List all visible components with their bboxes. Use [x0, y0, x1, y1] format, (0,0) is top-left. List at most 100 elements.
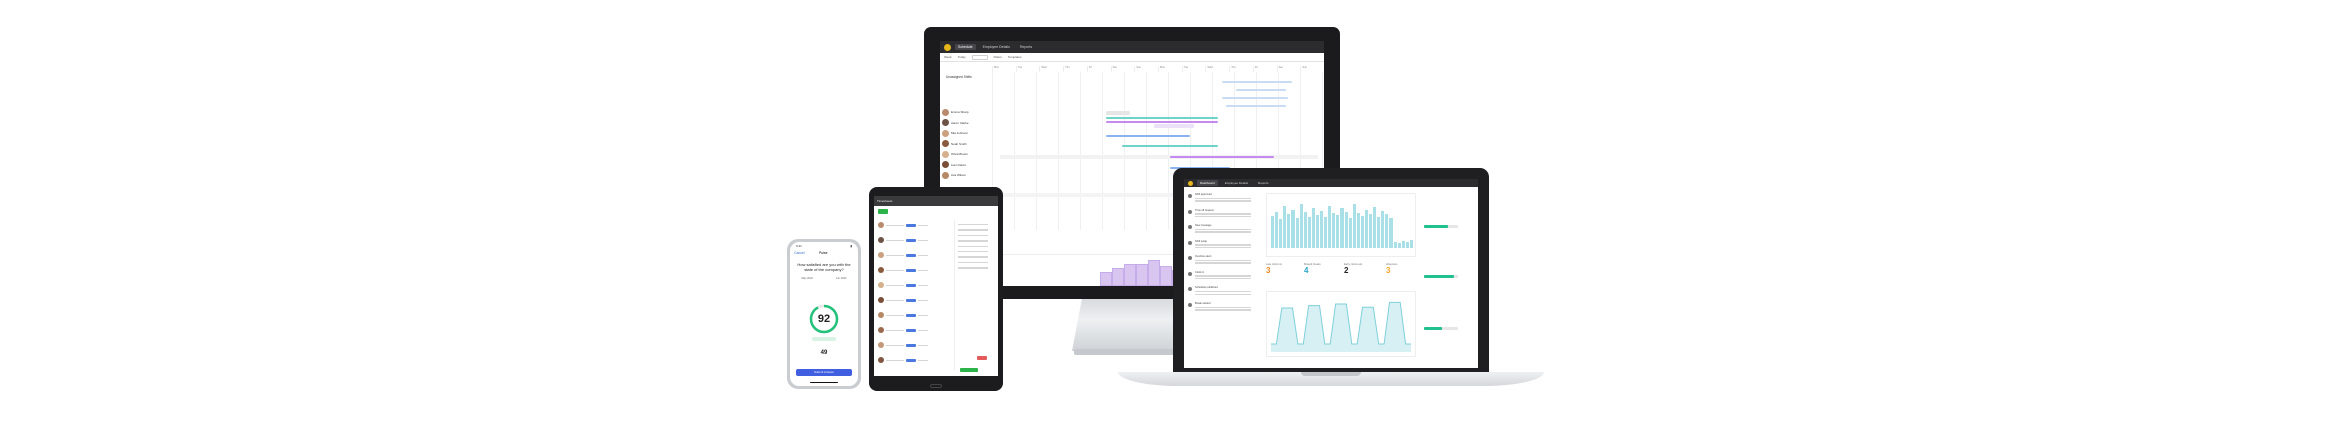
shift-block[interactable] — [1000, 155, 1318, 159]
unassigned-shift[interactable] — [1236, 89, 1286, 91]
activity-item[interactable]: Shift approved — [1188, 193, 1260, 202]
timesheet-row[interactable] — [878, 310, 950, 320]
progress-fill — [1424, 275, 1454, 278]
shift-block[interactable] — [1154, 124, 1194, 128]
timesheet-row[interactable] — [878, 235, 950, 245]
timesheet-row[interactable] — [878, 325, 950, 335]
avatar — [942, 150, 949, 158]
shift-bar[interactable] — [1106, 135, 1190, 137]
activity-title: Break started — [1195, 301, 1211, 305]
hours-chip — [906, 253, 916, 257]
activity-item[interactable]: Schedule published — [1188, 286, 1260, 295]
timesheet-row[interactable] — [878, 340, 950, 350]
activity-item[interactable]: Clock in — [1188, 271, 1260, 280]
histogram-bar — [1112, 268, 1124, 286]
employee-row[interactable]: Emma Sharp — [942, 107, 992, 118]
shift-bar[interactable] — [1122, 145, 1218, 147]
employee-row[interactable]: Mia Johnson — [942, 128, 992, 139]
toolbar-select[interactable] — [971, 54, 988, 60]
timesheet-row[interactable] — [878, 250, 950, 260]
app-logo-icon[interactable] — [1188, 180, 1193, 186]
toolbar-filters[interactable]: Filters — [993, 55, 1002, 59]
date-right: Jun 2022 — [835, 277, 847, 280]
row-text — [918, 254, 928, 257]
day-header: Mon — [992, 66, 1016, 72]
timesheet-row[interactable] — [878, 295, 950, 305]
chart-bar — [1311, 207, 1315, 248]
timesheet-row[interactable] — [878, 220, 950, 230]
employee-row[interactable]: Ava Wilson — [942, 170, 992, 181]
avatar — [878, 267, 884, 273]
shift-bar[interactable] — [1170, 156, 1274, 158]
row-text — [886, 299, 904, 302]
kpi-early: Early clock-outs 2 — [1344, 263, 1362, 275]
chart-bar — [1287, 213, 1291, 248]
home-button[interactable] — [930, 384, 942, 388]
toolbar-today[interactable]: Today — [957, 55, 966, 59]
timesheet-row[interactable] — [878, 265, 950, 275]
bar-chart — [1266, 193, 1416, 257]
nav-tab-employee-details[interactable]: Employee Details — [982, 45, 1010, 49]
timesheet-row[interactable] — [878, 280, 950, 290]
activity-title: New message — [1195, 224, 1212, 228]
chart-bar — [1275, 211, 1279, 248]
employee-row[interactable]: Liam Davis — [942, 160, 992, 171]
area-fill — [1271, 302, 1411, 352]
chart-bar — [1279, 219, 1283, 248]
save-button[interactable] — [960, 368, 978, 372]
shift-bar[interactable] — [1106, 117, 1218, 119]
app-logo-icon[interactable] — [944, 43, 951, 51]
nav-tab-employee-details[interactable]: Employee Details — [1224, 181, 1249, 185]
timesheet-screen: Timesheets — [874, 196, 998, 376]
row-text — [886, 359, 904, 362]
employee-row[interactable]: Olivia Brown — [942, 149, 992, 160]
avatar — [942, 119, 949, 127]
score-gauge: 92 — [809, 304, 839, 334]
toolbar-templates[interactable]: Templates — [1007, 55, 1022, 59]
row-text — [886, 284, 904, 287]
unassigned-shift[interactable] — [1226, 105, 1286, 107]
chart-bar — [1348, 218, 1352, 248]
activity-item[interactable]: Break started — [1188, 302, 1260, 311]
activity-item[interactable]: Shift swap — [1188, 240, 1260, 249]
toolbar-week[interactable]: Week — [944, 55, 952, 59]
dashboard-top-bar: Dashboard Employee Details Reports — [1184, 179, 1478, 187]
activity-item[interactable]: Time off request — [1188, 209, 1260, 218]
employee-row[interactable]: Noah Smith — [942, 139, 992, 150]
reject-button[interactable] — [977, 356, 987, 360]
activity-item[interactable]: New message — [1188, 224, 1260, 233]
timesheet-row[interactable] — [878, 355, 950, 365]
avatar — [878, 297, 884, 303]
activity-title: Schedule published — [1195, 286, 1218, 290]
laptop: Dashboard Employee Details Reports Shift… — [1118, 168, 1544, 394]
row-text — [886, 239, 904, 242]
activity-item[interactable]: Overtime alert — [1188, 255, 1260, 264]
row-text — [918, 344, 928, 347]
approve-button[interactable] — [878, 209, 888, 214]
phone: 9:41 ▮ Cancel Pulse How satisfied are you… — [787, 239, 861, 389]
kpi-value: 4 — [1304, 266, 1309, 275]
nav-tab-schedule[interactable]: Schedule — [955, 44, 976, 50]
dashboard-screen: Dashboard Employee Details Reports Shift… — [1184, 179, 1478, 368]
cancel-link[interactable]: Cancel — [794, 251, 805, 255]
chart-bar — [1299, 203, 1303, 248]
row-text — [918, 224, 928, 227]
monitor-foot — [1074, 349, 1194, 355]
activity-icon — [1188, 287, 1192, 292]
survey-header: Cancel Pulse — [790, 250, 858, 256]
employee-name: Noah Smith — [951, 141, 967, 146]
hours-chip — [906, 358, 916, 362]
employee-list: Emma Sharp Aaron Clarke Mia Johnson Noah… — [942, 107, 992, 181]
nav-tab-reports[interactable]: Reports — [1019, 45, 1033, 49]
avatar — [878, 222, 884, 228]
shift-bar[interactable] — [1106, 121, 1218, 123]
employee-row[interactable]: Aaron Clarke — [942, 118, 992, 129]
shift-block[interactable] — [992, 193, 1324, 197]
unassigned-shift[interactable] — [1222, 81, 1292, 83]
nav-tab-reports[interactable]: Reports — [1258, 181, 1269, 185]
shift-block[interactable] — [1106, 111, 1130, 115]
nav-tab-dashboard[interactable]: Dashboard — [1197, 180, 1218, 186]
day-header: Fri — [1086, 66, 1111, 72]
submit-button[interactable]: Submit Answer — [796, 369, 852, 376]
unassigned-shift[interactable] — [1222, 97, 1288, 99]
